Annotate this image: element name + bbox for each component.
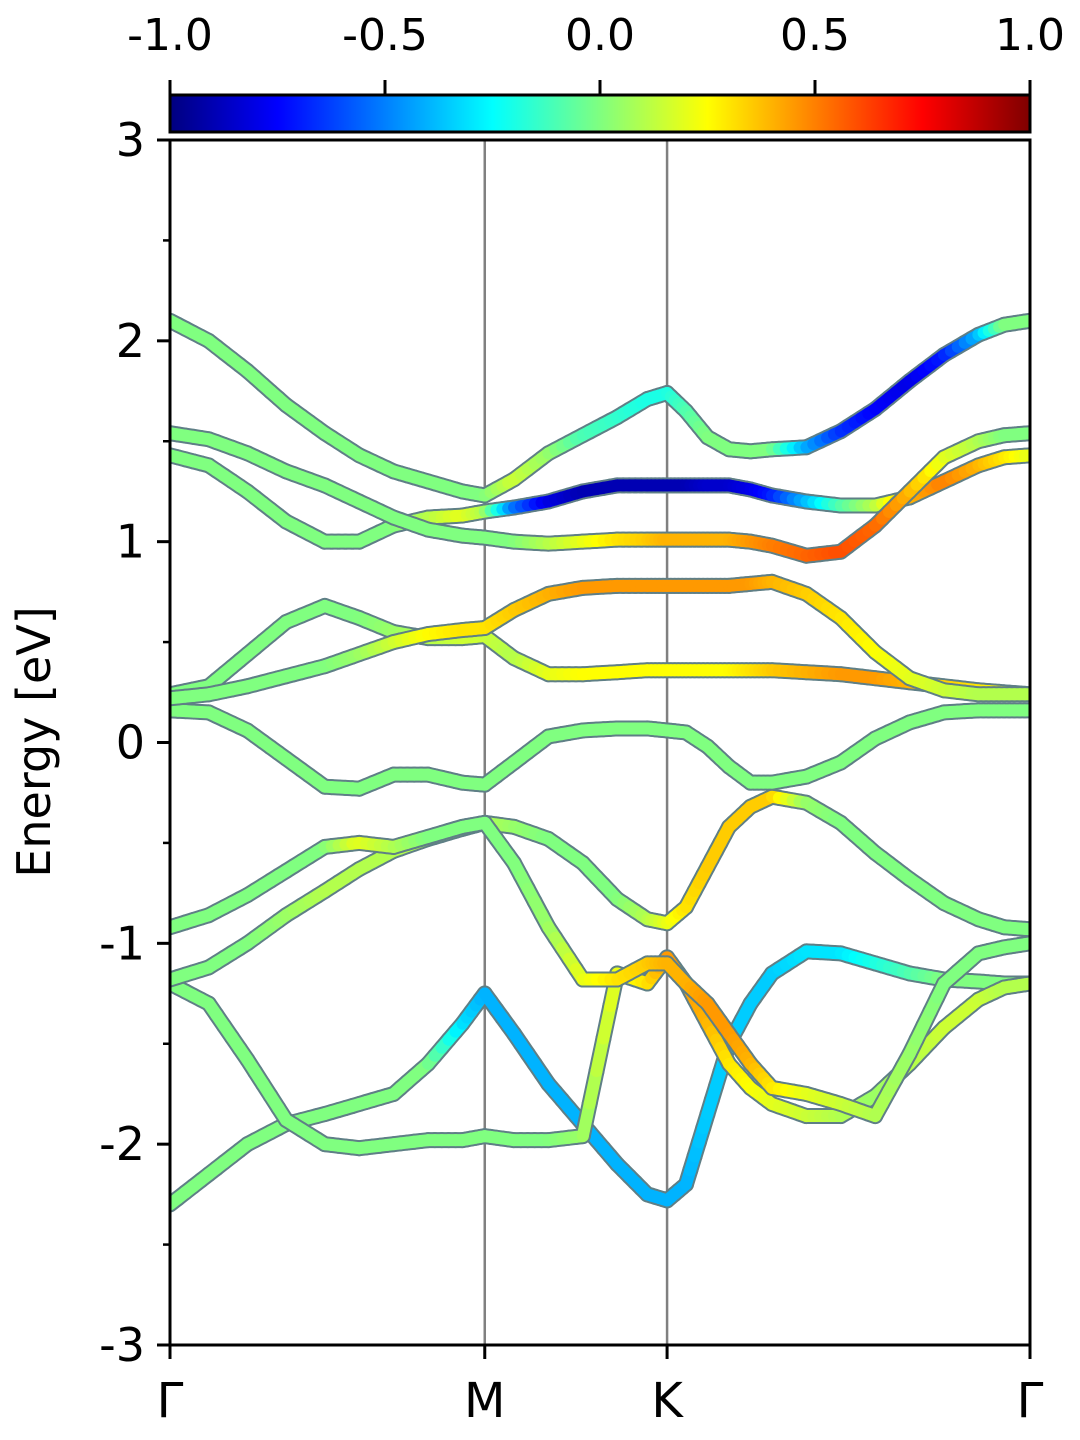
- colorbar-tick-label: 1.0: [995, 10, 1065, 61]
- x-tick-label: M: [464, 1373, 505, 1429]
- colorbar-gradient: [168, 93, 1032, 134]
- band-10: [170, 312, 1030, 504]
- colorbar-tick-label: -1.0: [127, 10, 213, 61]
- colorbar-tick-label: 0.0: [565, 10, 635, 61]
- y-axis-label: Energy [eV]: [7, 606, 61, 877]
- colorbar: -1.0 -0.5 0.0 0.5 1.0: [127, 10, 1065, 134]
- plot-frame: [168, 138, 1032, 1347]
- high-symmetry-lines: [483, 140, 669, 1345]
- y-tick-label: 0: [116, 716, 145, 770]
- bands: [170, 312, 1030, 1213]
- band-4: [170, 814, 1030, 1125]
- y-tick-label: -2: [99, 1117, 145, 1171]
- y-tick-label: -1: [99, 916, 145, 970]
- x-tick-label: K: [651, 1373, 684, 1429]
- band-9: [170, 425, 1030, 564]
- y-tick-label: -3: [99, 1318, 145, 1372]
- band-7: [170, 573, 1030, 707]
- y-tick-label: 3: [116, 113, 145, 167]
- colorbar-tick-label: 0.5: [780, 10, 850, 61]
- y-tick-label: 1: [116, 515, 145, 569]
- y-axis: -3 -2 -1 0 1 2 3: [99, 113, 170, 1372]
- colorbar-ticks: -1.0 -0.5 0.0 0.5 1.0: [127, 10, 1065, 95]
- colorbar-tick-label: -0.5: [342, 10, 428, 61]
- y-tick-label: 2: [116, 314, 145, 368]
- band-3: [170, 788, 1030, 988]
- x-tick-label: Γ: [157, 1373, 184, 1429]
- band-8: [170, 447, 1030, 550]
- x-tick-label: Γ: [1017, 1373, 1044, 1429]
- band-5: [170, 702, 1030, 797]
